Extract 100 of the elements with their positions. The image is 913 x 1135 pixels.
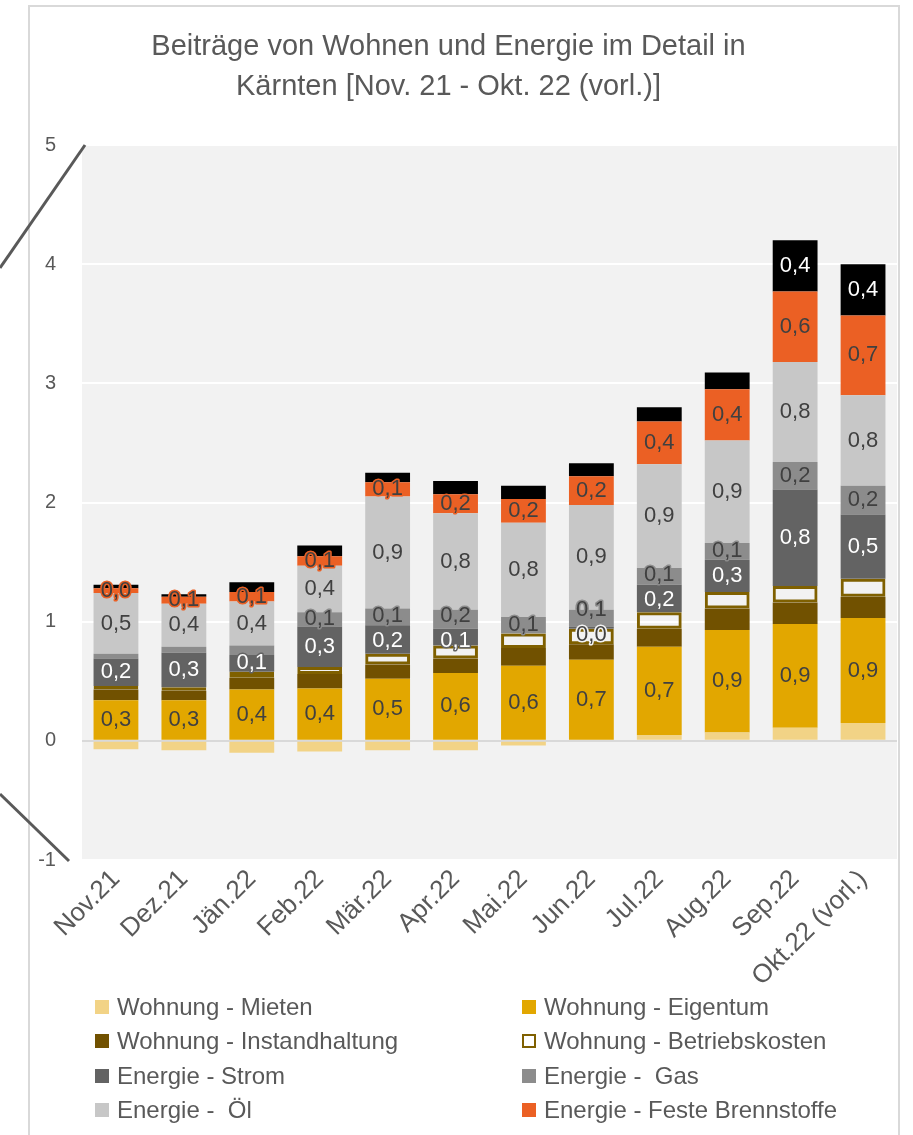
- bar: [636, 628, 682, 647]
- data-label: 0,1: [372, 601, 403, 627]
- bar: [501, 647, 546, 666]
- data-label: 0,9: [779, 661, 811, 687]
- y-tick-label: 4: [44, 251, 56, 274]
- y-tick-label: 0: [44, 728, 56, 751]
- bar: [704, 732, 750, 740]
- legend-label: Wohnung - Eigentum: [544, 993, 770, 1022]
- data-label: 0,3: [304, 632, 336, 658]
- bar: [433, 481, 478, 495]
- data-label: 0,5: [372, 695, 403, 721]
- bar: [772, 489, 818, 586]
- data-label: 0,7: [643, 676, 675, 702]
- bar: [93, 741, 139, 750]
- bar: [297, 674, 343, 689]
- y-tick-label: 3: [44, 370, 56, 393]
- bar: [297, 741, 343, 752]
- data-label: 0,8: [779, 398, 811, 423]
- data-label: 0,4: [236, 700, 268, 726]
- data-label: 0,8: [779, 523, 811, 549]
- bar: [229, 677, 275, 690]
- data-label: 0,4: [779, 252, 811, 278]
- data-label: 0,3: [711, 562, 743, 588]
- bar: [433, 658, 478, 673]
- y-tick-label: -1: [38, 847, 56, 870]
- bar: [772, 727, 818, 740]
- bar: [161, 741, 207, 751]
- data-label: 0,6: [440, 692, 471, 718]
- bar: [433, 741, 478, 751]
- data-label: 0,1: [508, 611, 539, 637]
- data-label: 0,9: [711, 667, 743, 693]
- data-label: 0,7: [847, 341, 879, 367]
- data-label: 0,0: [100, 576, 132, 602]
- bar: [636, 646, 682, 735]
- data-label: 0,8: [847, 426, 879, 452]
- legend-label: Energie - Strom: [117, 1061, 286, 1090]
- legend-label: Energie - Gas: [544, 1061, 699, 1090]
- y-tick-label: 5: [44, 132, 56, 155]
- bar: [772, 624, 818, 728]
- data-label: 0,7: [576, 685, 607, 711]
- bar: [568, 463, 614, 477]
- data-label: 0,4: [847, 275, 879, 301]
- data-label: 0,6: [508, 688, 539, 714]
- chart-title: Beiträge von Wohnen und Energie im Detail in Kärnten [Nov. 21 - Okt. 22 (vorl.)]: [151, 29, 746, 101]
- y-tick-label: 1: [44, 609, 56, 632]
- data-label: 0,1: [576, 596, 607, 622]
- data-label: 0,8: [508, 555, 539, 581]
- bar: [161, 646, 207, 653]
- data-label: 0,3: [168, 706, 200, 732]
- data-label: 0,3: [100, 706, 132, 732]
- bar: [365, 664, 411, 679]
- legend-label: Wohnung - Betriebskosten: [544, 1027, 827, 1056]
- data-label: 0,5: [100, 609, 132, 635]
- data-label: 0,3: [168, 655, 200, 681]
- data-label: 0,4: [711, 400, 743, 426]
- bar: [772, 602, 818, 625]
- legend-label: Wohnung - Instandhaltung: [117, 1027, 399, 1056]
- bar: [636, 734, 682, 740]
- data-label: 0,4: [168, 611, 200, 637]
- data-label: 0,1: [440, 626, 471, 652]
- data-label: 0,2: [576, 476, 607, 502]
- bar: [501, 741, 546, 746]
- data-label: 0,2: [847, 486, 879, 512]
- data-label: 0,2: [100, 658, 132, 684]
- data-label: 0,2: [372, 626, 403, 652]
- bar: [568, 644, 614, 660]
- bar: [704, 608, 750, 631]
- data-label: 0,9: [711, 477, 743, 503]
- data-label: 0,1: [711, 537, 743, 563]
- legend-label: Energie - Öl: [117, 1096, 252, 1125]
- bar: [840, 722, 886, 740]
- bar: [365, 741, 411, 751]
- bar: [704, 372, 750, 390]
- data-label: 0,2: [779, 461, 811, 487]
- data-label: 0,2: [440, 601, 471, 627]
- data-label: 0,4: [236, 609, 268, 635]
- bar: [93, 689, 139, 701]
- bar: [704, 630, 750, 733]
- data-label: 0,1: [372, 475, 403, 501]
- data-label: 0,5: [847, 532, 879, 558]
- data-label: 0,4: [304, 700, 336, 726]
- data-label: 0,2: [508, 496, 539, 522]
- data-label: 0,9: [372, 538, 403, 564]
- data-label: 0,9: [847, 656, 879, 682]
- legend-label: Energie - Feste Brennstoffe: [544, 1096, 838, 1125]
- data-label: 0,2: [643, 585, 675, 611]
- bar: [93, 653, 139, 659]
- legend-label: Wohnung - Mieten: [117, 993, 313, 1022]
- bar: [840, 596, 886, 619]
- y-tick-label: 2: [44, 490, 56, 513]
- data-label: 0,9: [643, 502, 675, 528]
- bar: [501, 485, 546, 499]
- data-label: 0,9: [576, 543, 607, 569]
- bar: [636, 407, 682, 422]
- data-label: 0,8: [440, 547, 471, 573]
- data-label: 0,1: [643, 560, 675, 586]
- data-label: 0,6: [779, 312, 811, 338]
- data-label: 0,1: [304, 605, 336, 631]
- data-label: 0,4: [643, 428, 675, 454]
- data-label: 0,2: [440, 489, 471, 515]
